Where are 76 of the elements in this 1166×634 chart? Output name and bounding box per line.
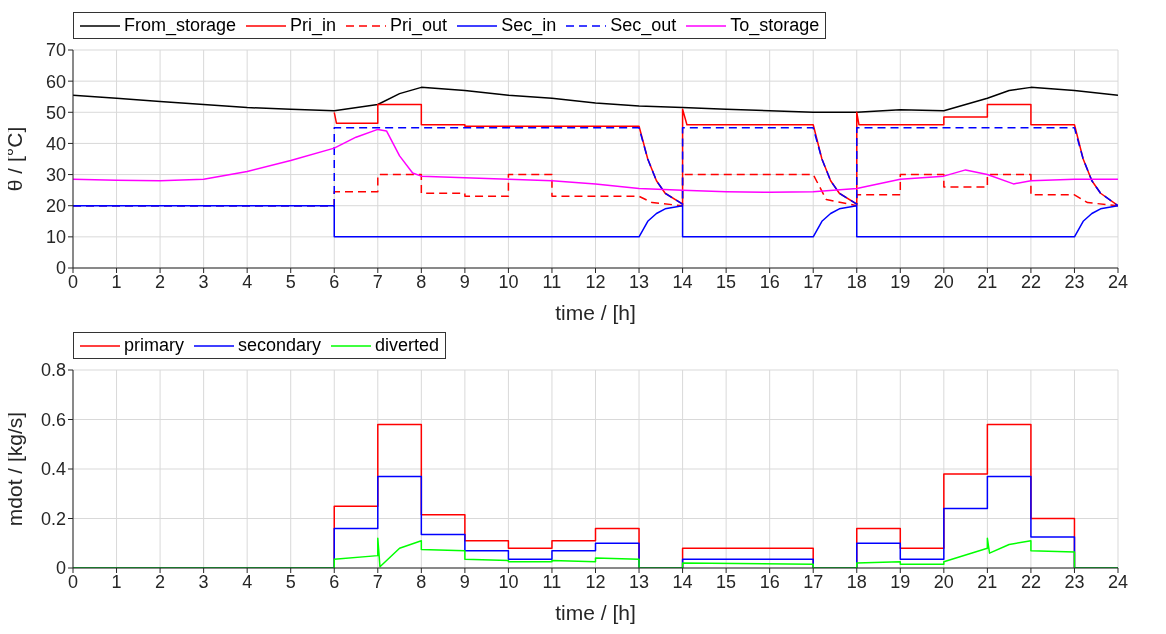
x-tick-label: 22 bbox=[1020, 571, 1041, 592]
x-tick-label: 8 bbox=[416, 571, 427, 592]
x-tick-label: 18 bbox=[846, 571, 867, 592]
y-tick-label: 70 bbox=[45, 40, 66, 61]
legend-label: diverted bbox=[375, 335, 440, 356]
y-tick-label: 50 bbox=[45, 102, 66, 123]
x-tick-label: 18 bbox=[846, 271, 867, 292]
x-tick-label: 15 bbox=[716, 271, 737, 292]
x-tick-label: 14 bbox=[672, 271, 693, 292]
legend-label: From_storage bbox=[124, 15, 237, 36]
x-tick-label: 4 bbox=[242, 271, 253, 292]
x-tick-label: 19 bbox=[890, 271, 911, 292]
y-tick-label: 30 bbox=[45, 164, 66, 185]
legend-label: Pri_in bbox=[290, 15, 337, 36]
x-tick-label: 1 bbox=[111, 271, 122, 292]
x-tick-label: 17 bbox=[803, 571, 824, 592]
x-tick-label: 16 bbox=[759, 271, 780, 292]
x-tick-label: 2 bbox=[155, 571, 166, 592]
x-tick-label: 20 bbox=[933, 271, 954, 292]
y-tick-label: 40 bbox=[45, 133, 66, 154]
x-tick-label: 15 bbox=[716, 571, 737, 592]
legend-label: Sec_in bbox=[501, 15, 557, 36]
line-series bbox=[73, 86, 1118, 114]
y-tick-label: 20 bbox=[45, 196, 66, 217]
legend-label: primary bbox=[124, 335, 185, 356]
x-tick-label: 11 bbox=[542, 271, 562, 292]
x-tick-label: 3 bbox=[198, 271, 209, 292]
x-tick-label: 5 bbox=[285, 571, 296, 592]
x-tick-label: 23 bbox=[1064, 571, 1085, 592]
x-tick-label: 6 bbox=[329, 571, 340, 592]
legend-label: secondary bbox=[238, 335, 322, 356]
x-tick-label: 6 bbox=[329, 271, 340, 292]
x-tick-label: 9 bbox=[459, 271, 470, 292]
x-tick-label: 23 bbox=[1064, 271, 1085, 292]
y-axis-title: θ / [°C] bbox=[3, 126, 27, 192]
x-tick-label: 12 bbox=[585, 571, 606, 592]
x-tick-label: 14 bbox=[672, 571, 693, 592]
legend-label: Sec_out bbox=[610, 15, 677, 36]
y-tick-label: 10 bbox=[45, 227, 66, 248]
x-tick-label: 3 bbox=[198, 571, 209, 592]
y-tick-label: 0.2 bbox=[40, 508, 66, 529]
y-axis-title: mdot / [kg/s] bbox=[3, 411, 27, 527]
x-tick-label: 2 bbox=[155, 271, 166, 292]
x-tick-label: 24 bbox=[1107, 571, 1129, 592]
x-tick-label: 20 bbox=[933, 571, 954, 592]
x-tick-label: 1 bbox=[111, 571, 122, 592]
x-tick-label: 5 bbox=[285, 271, 296, 292]
x-tick-label: 19 bbox=[890, 571, 911, 592]
legend-label: To_storage bbox=[730, 15, 820, 36]
y-tick-label: 0 bbox=[55, 558, 66, 579]
x-tick-label: 4 bbox=[242, 571, 253, 592]
x-tick-label: 8 bbox=[416, 271, 427, 292]
line-series bbox=[73, 128, 1118, 194]
x-tick-label: 17 bbox=[803, 271, 824, 292]
x-tick-label: 13 bbox=[629, 571, 650, 592]
x-tick-label: 7 bbox=[372, 571, 383, 592]
x-tick-label: 9 bbox=[459, 571, 470, 592]
x-tick-label: 10 bbox=[498, 271, 519, 292]
y-tick-label: 60 bbox=[45, 71, 66, 92]
x-tick-label: 12 bbox=[585, 271, 606, 292]
x-tick-label: 21 bbox=[977, 571, 998, 592]
y-tick-label: 0.4 bbox=[40, 459, 66, 480]
x-axis-title: time / [h] bbox=[555, 301, 636, 324]
x-tick-label: 21 bbox=[977, 271, 998, 292]
legend-label: Pri_out bbox=[390, 15, 448, 36]
y-tick-label: 0 bbox=[55, 258, 66, 279]
x-tick-label: 16 bbox=[759, 571, 780, 592]
x-tick-label: 11 bbox=[542, 571, 562, 592]
x-tick-label: 10 bbox=[498, 571, 519, 592]
x-tick-label: 22 bbox=[1020, 271, 1041, 292]
x-axis-title: time / [h] bbox=[555, 601, 636, 624]
x-tick-label: 13 bbox=[629, 271, 650, 292]
x-tick-label: 24 bbox=[1107, 271, 1129, 292]
y-tick-label: 0.8 bbox=[40, 360, 66, 381]
x-tick-label: 7 bbox=[372, 271, 383, 292]
y-tick-label: 0.6 bbox=[40, 409, 66, 430]
